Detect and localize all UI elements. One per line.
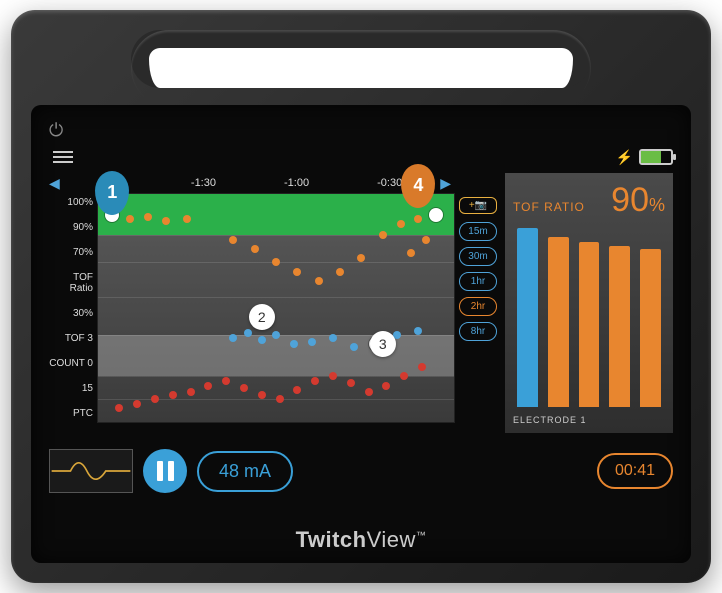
y-axis-tick: TOF Ratio [49, 272, 93, 294]
data-point [397, 220, 405, 228]
y-axis-tick: 100% [49, 197, 93, 208]
twitch-bar-4 [609, 246, 630, 407]
tof-ratio-value: 90 [611, 181, 649, 219]
time-range-buttons: +📷 15m 30m 1hr 2hr 8hr [455, 193, 497, 423]
data-point [347, 379, 355, 387]
pause-button[interactable] [143, 449, 187, 493]
count-band [98, 335, 454, 376]
countdown-pill: 00:41 [597, 453, 673, 489]
trend-chart-panel: ◀ -2:00-1:30-1:00-0:30 ▶ 100%90%70%TOF R… [49, 173, 497, 433]
data-point [272, 331, 280, 339]
tof-ratio-label: TOF RATIO [513, 200, 585, 214]
time-range-1hr[interactable]: 1hr [459, 272, 497, 291]
data-point [183, 215, 191, 223]
tof-ratio-panel: TOF RATIO 90% ELECTRODE 1 [505, 173, 673, 433]
trend-plot[interactable]: 1423 [97, 193, 455, 423]
data-point [204, 382, 212, 390]
data-point [169, 391, 177, 399]
power-icon[interactable]: ⏻ [49, 120, 63, 141]
data-point [133, 400, 141, 408]
y-axis-tick: PTC [49, 408, 93, 419]
data-point [272, 258, 280, 266]
y-axis-tick: COUNT 0 [49, 358, 93, 369]
y-axis-tick: TOF 3 [49, 333, 93, 344]
data-point [308, 338, 316, 346]
data-point [414, 327, 422, 335]
event-point [429, 208, 443, 222]
time-label: -0:30 [377, 177, 402, 189]
twitch-bar-3 [579, 242, 600, 407]
scroll-right-button[interactable]: ▶ [440, 175, 451, 192]
screen: ⏻ ⚡ ◀ -2:00-1:30-1:00-0:30 ▶ [31, 105, 691, 563]
menu-button[interactable] [49, 146, 77, 168]
time-range-8hr[interactable]: 8hr [459, 322, 497, 341]
time-label: -1:00 [284, 177, 309, 189]
charging-icon: ⚡ [616, 149, 633, 166]
battery-status: ⚡ [616, 149, 673, 166]
twitch-bars [513, 220, 665, 411]
data-point [315, 277, 323, 285]
data-point [162, 217, 170, 225]
data-point [400, 372, 408, 380]
data-point [251, 245, 259, 253]
y-axis-tick: 90% [49, 222, 93, 233]
time-range-30m[interactable]: 30m [459, 247, 497, 266]
data-point [290, 340, 298, 348]
callout-2: 2 [249, 304, 275, 330]
data-point [126, 215, 134, 223]
data-point [407, 249, 415, 257]
twitch-bar-5 [640, 249, 661, 407]
data-point [379, 231, 387, 239]
data-point [276, 395, 284, 403]
data-point [293, 268, 301, 276]
stim-current-pill[interactable]: 48 mA [197, 451, 293, 492]
data-point [244, 329, 252, 337]
data-point [418, 363, 426, 371]
data-point [258, 391, 266, 399]
data-point [336, 268, 344, 276]
data-point [365, 388, 373, 396]
twitch-bar-1 [517, 228, 538, 407]
data-point [357, 254, 365, 262]
y-axis-tick: 70% [49, 247, 93, 258]
event-marker-4[interactable]: 4 [401, 164, 435, 208]
data-point [350, 343, 358, 351]
data-point [240, 384, 248, 392]
time-range-2hr[interactable]: 2hr [459, 297, 497, 316]
device-frame: ⏻ ⚡ ◀ -2:00-1:30-1:00-0:30 ▶ [11, 10, 711, 583]
data-point [293, 386, 301, 394]
data-point [115, 404, 123, 412]
y-axis-labels: 100% 90% 70% TOF Ratio 30% TOF 3 COUNT 0 15 PTC [49, 193, 97, 423]
data-point [144, 213, 152, 221]
data-point [229, 334, 237, 342]
twitch-bar-2 [548, 237, 569, 407]
data-point [422, 236, 430, 244]
carry-handle [131, 30, 591, 88]
time-label: -1:30 [191, 177, 216, 189]
data-point [222, 377, 230, 385]
data-point [329, 372, 337, 380]
battery-icon [639, 149, 673, 165]
capture-button[interactable]: +📷 [459, 197, 497, 214]
waveform-thumbnail[interactable] [49, 449, 133, 493]
data-point [187, 388, 195, 396]
event-marker-1[interactable]: 1 [95, 171, 129, 215]
data-point [382, 382, 390, 390]
brand-logo: TwitchView™ [31, 527, 691, 553]
data-point [151, 395, 159, 403]
data-point [229, 236, 237, 244]
scroll-left-button[interactable]: ◀ [49, 175, 60, 192]
data-point [311, 377, 319, 385]
time-range-15m[interactable]: 15m [459, 222, 497, 241]
data-point [258, 336, 266, 344]
y-axis-tick: 15 [49, 383, 93, 394]
data-point [329, 334, 337, 342]
y-axis-tick: 30% [49, 308, 93, 319]
electrode-label: ELECTRODE 1 [513, 415, 665, 425]
data-point [414, 215, 422, 223]
callout-3: 3 [370, 331, 396, 357]
